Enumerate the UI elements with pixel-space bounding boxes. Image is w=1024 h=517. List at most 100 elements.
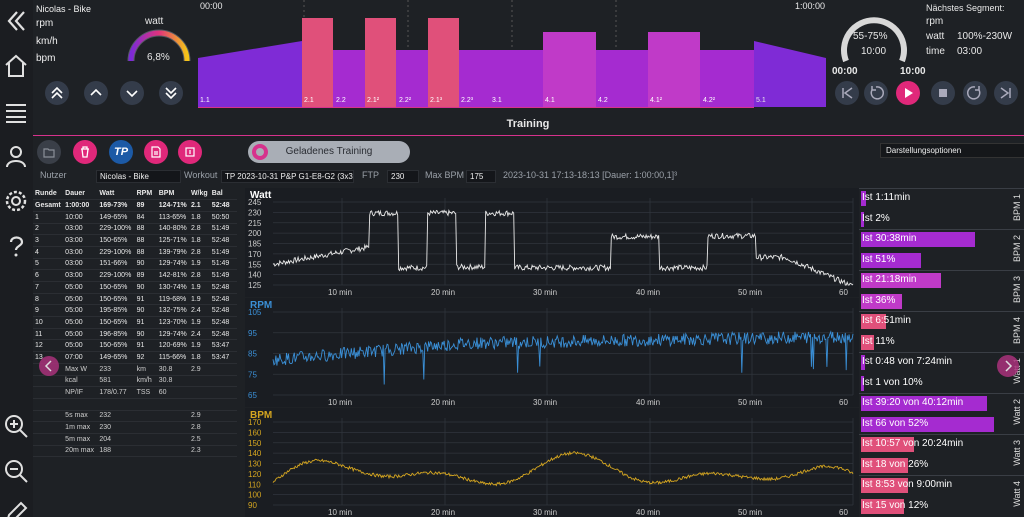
table-row[interactable]: 5 03:00 151-66% 90 129-74% 1.9 51:49 bbox=[33, 258, 237, 271]
display-options-select[interactable]: Darstellungsoptionen ▾ bbox=[880, 143, 1024, 158]
trainingpeaks-button[interactable]: TP bbox=[109, 140, 133, 164]
user-icon[interactable] bbox=[3, 143, 29, 169]
summary-row: 5s max 232 2.9 bbox=[33, 410, 237, 423]
summary-cell: TSS bbox=[134, 386, 157, 399]
user-field[interactable]: Nicolas - Bike bbox=[96, 170, 181, 183]
home-icon[interactable] bbox=[3, 53, 29, 79]
y-tick-label: 150 bbox=[248, 439, 262, 448]
workout-label: Workout bbox=[184, 170, 218, 180]
redo-button[interactable] bbox=[963, 81, 987, 105]
summary-cell: Max W bbox=[63, 363, 98, 376]
collapse-icon[interactable] bbox=[3, 8, 29, 34]
summary-cell: 60 bbox=[156, 386, 189, 399]
skip-back-button[interactable] bbox=[835, 81, 859, 105]
table-cell: 03:00 bbox=[63, 269, 98, 282]
table-row[interactable]: 7 05:00 150-65% 90 130-74% 1.9 52:48 bbox=[33, 281, 237, 294]
double-up-button[interactable] bbox=[45, 81, 69, 105]
table-cell: 1.8 bbox=[188, 234, 210, 247]
table-row[interactable]: 6 03:00 229-100% 89 142-81% 2.8 51:49 bbox=[33, 269, 237, 282]
table-cell: 05:00 bbox=[63, 316, 98, 329]
table-row[interactable]: 10 05:00 150-65% 91 123-70% 1.9 52:48 bbox=[33, 316, 237, 329]
table-cell: 90 bbox=[134, 281, 157, 294]
table-cell: 07:00 bbox=[63, 351, 98, 364]
table-cell: 53:47 bbox=[209, 351, 237, 364]
zone-text: Ist 0:48 von 7:24min bbox=[862, 356, 953, 367]
bpm-label: bpm bbox=[36, 53, 56, 64]
table-header-cell: Bal bbox=[209, 188, 237, 201]
toolbar: TP Geladenes Training Darstellungsoption… bbox=[33, 137, 1024, 167]
table-cell: 89 bbox=[134, 199, 157, 212]
up-button[interactable] bbox=[84, 81, 108, 105]
prev-arrow-button[interactable] bbox=[39, 356, 59, 376]
table-header-cell: BPM bbox=[156, 188, 189, 201]
ftp-label: FTP bbox=[362, 170, 379, 180]
ftp-field[interactable]: 230 bbox=[387, 170, 419, 183]
y-tick-label: 120 bbox=[248, 470, 262, 479]
table-cell: 124-71% bbox=[156, 199, 189, 212]
table-row[interactable]: 9 05:00 195-85% 90 132-75% 2.4 52:48 bbox=[33, 304, 237, 318]
zone-text: Ist 36% bbox=[862, 294, 896, 306]
max-bpm-field[interactable]: 175 bbox=[466, 170, 496, 183]
zone-bar bbox=[861, 191, 867, 206]
table-row[interactable]: 8 05:00 150-65% 91 119-68% 1.9 52:48 bbox=[33, 293, 237, 306]
zone-separator bbox=[859, 229, 1024, 230]
segment-label: 1.1 bbox=[200, 97, 210, 104]
user-label: Nutzer bbox=[40, 170, 67, 180]
restart-button[interactable] bbox=[864, 81, 888, 105]
table-row[interactable]: 3 03:00 150-65% 88 125-71% 1.8 52:48 bbox=[33, 234, 237, 247]
zoom-in-icon[interactable] bbox=[3, 413, 29, 439]
loaded-training-toggle[interactable]: Geladenes Training bbox=[248, 141, 410, 163]
table-cell: 84 bbox=[134, 211, 157, 224]
table-cell: 115-66% bbox=[156, 351, 189, 364]
export-list-button[interactable] bbox=[144, 140, 168, 164]
gear-icon[interactable] bbox=[3, 188, 29, 214]
import-button[interactable] bbox=[37, 140, 61, 164]
summary-cell: 2.3 bbox=[188, 445, 210, 458]
summary-cell: 2.8 bbox=[188, 421, 210, 434]
summary-cell bbox=[63, 398, 98, 411]
table-row[interactable]: 2 03:00 229-100% 88 140-80% 2.8 51:49 bbox=[33, 223, 237, 236]
table-cell: 140-80% bbox=[156, 223, 189, 236]
toggle-knob-inner bbox=[256, 148, 264, 156]
summary-cell: 2.5 bbox=[188, 433, 210, 446]
skip-forward-button[interactable] bbox=[994, 81, 1018, 105]
summary-cell bbox=[134, 398, 157, 411]
workout-field[interactable]: TP 2023-10-31 P&P G1-E8-G2 (3x3min + bbox=[221, 170, 354, 183]
y-tick-label: 200 bbox=[248, 229, 262, 238]
summary-cell: 2.9 bbox=[188, 410, 210, 423]
workout-profile[interactable]: 00:00 1:00:00 1.1 2.1 2.2 2.1² 2.2² 2.1³ 2.2³ 3… bbox=[198, 0, 825, 108]
x-tick-label: 60 bbox=[839, 288, 848, 297]
zone-side-label: BPM 1 bbox=[1012, 194, 1022, 222]
table-cell: 149-65% bbox=[97, 211, 135, 224]
summary-cell: km/h bbox=[134, 375, 157, 388]
zone-text: Ist 66 von 52% bbox=[862, 417, 929, 429]
table-cell: 88 bbox=[134, 246, 157, 259]
next-arrow-button[interactable] bbox=[997, 355, 1019, 377]
down-button[interactable] bbox=[120, 81, 144, 105]
help-icon[interactable] bbox=[3, 233, 29, 259]
table-row[interactable]: 12 05:00 150-65% 91 120-69% 1.9 53:47 bbox=[33, 339, 237, 353]
delete-button[interactable] bbox=[73, 140, 97, 164]
table-row[interactable]: 13 07:00 149-65% 92 115-66% 1.8 53:47 bbox=[33, 351, 237, 364]
table-cell: 150-65% bbox=[97, 293, 135, 306]
play-button[interactable] bbox=[896, 81, 920, 105]
segment-label: 4.1² bbox=[650, 97, 663, 104]
summary-cell bbox=[134, 410, 157, 423]
table-row[interactable]: Gesamt 1:00:00 169-73% 89 124-71% 2.1 52:48 bbox=[33, 199, 237, 212]
zoom-out-icon[interactable] bbox=[3, 458, 29, 484]
table-row[interactable]: 1 10:00 149-65% 84 113-65% 1.8 50:50 bbox=[33, 211, 237, 224]
share-button[interactable] bbox=[178, 140, 202, 164]
profile-end-time: 1:00:00 bbox=[795, 1, 826, 11]
edit-icon[interactable] bbox=[3, 500, 29, 517]
gauge-value: 6,8% bbox=[147, 52, 170, 63]
summary-cell bbox=[156, 433, 189, 446]
double-down-button[interactable] bbox=[159, 81, 183, 105]
summary-row: 1m max 230 2.8 bbox=[33, 421, 237, 434]
y-tick-label: 170 bbox=[248, 418, 262, 427]
table-cell: 229-100% bbox=[97, 269, 135, 282]
table-row[interactable]: 11 05:00 196-85% 90 129-74% 2.4 52:48 bbox=[33, 328, 237, 341]
segment-label: 2.2 bbox=[336, 97, 346, 104]
list-icon[interactable] bbox=[3, 99, 29, 125]
table-row[interactable]: 4 03:00 229-100% 88 139-79% 2.8 51:49 bbox=[33, 246, 237, 259]
stop-button[interactable] bbox=[931, 81, 955, 105]
